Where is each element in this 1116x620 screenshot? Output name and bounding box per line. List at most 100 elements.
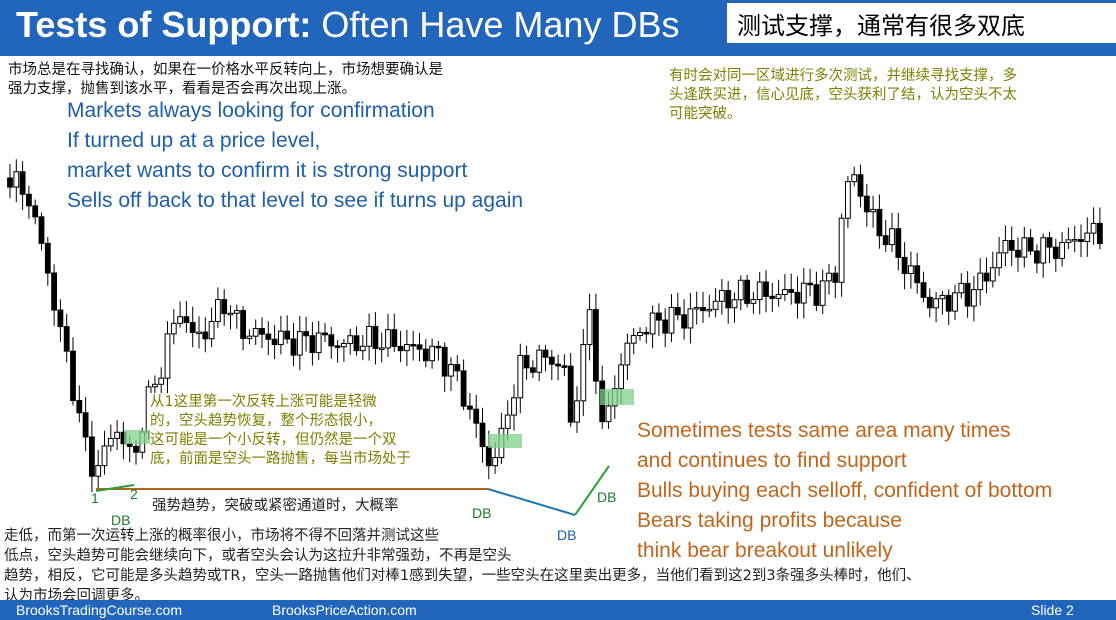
bull-candle bbox=[341, 342, 347, 348]
bull-candle bbox=[719, 289, 725, 302]
bull-candle bbox=[693, 306, 700, 310]
bull-candle bbox=[1059, 242, 1065, 259]
bull-candle bbox=[385, 329, 391, 349]
bear-candle bbox=[372, 325, 379, 349]
note-line: 可能突破。 bbox=[669, 106, 742, 122]
bear-candle bbox=[530, 367, 536, 373]
note-line: 底，前面是空头一路抛售，每当市场处于 bbox=[150, 451, 411, 467]
bull-candle bbox=[13, 171, 20, 188]
bear-candle bbox=[926, 296, 933, 309]
bull-candle bbox=[687, 308, 694, 329]
candlestick-series bbox=[7, 159, 1103, 493]
bull-candle bbox=[624, 342, 631, 366]
bear-candle bbox=[794, 291, 801, 304]
db-label-1: DB bbox=[111, 512, 131, 528]
note-top-right-cn: 有时会对同一区域进行多次测试，并继续寻找支撑，多 头逢跌买进，信心见底，空头获利… bbox=[669, 67, 1017, 124]
bear-candle bbox=[322, 332, 328, 336]
bull-candle bbox=[649, 312, 656, 335]
footer-left-link[interactable]: BrooksTradingCourse.com bbox=[16, 602, 182, 618]
note-line: 这可能是一个小反转，但仍然是一个双 bbox=[150, 432, 397, 448]
bear-candle bbox=[567, 365, 574, 423]
bull-candle bbox=[347, 335, 354, 344]
bear-candle bbox=[189, 322, 196, 333]
note-line: 低点，空头趋势可能会继续向下，或者空头会认为这拉升非常强劲，不再是空头 bbox=[4, 548, 512, 564]
note-line: 从1这里第一次反转上涨可能是轻微 bbox=[150, 394, 377, 410]
bull-candle bbox=[492, 457, 499, 467]
db-label-2: DB bbox=[472, 505, 492, 521]
bull-candle bbox=[580, 344, 587, 402]
bull-candle bbox=[1090, 222, 1097, 234]
bear-candle bbox=[548, 356, 555, 365]
bull-candle bbox=[107, 437, 114, 447]
bull-candle bbox=[637, 331, 643, 337]
bear-candle bbox=[643, 331, 650, 335]
bull-candle bbox=[114, 431, 120, 439]
bear-candle bbox=[435, 345, 442, 349]
bear-candle bbox=[901, 256, 908, 275]
bear-candle bbox=[473, 408, 480, 424]
bear-candle bbox=[857, 174, 864, 197]
bear-candle bbox=[983, 272, 990, 282]
bull-candle bbox=[227, 312, 234, 316]
bull-candle bbox=[404, 344, 410, 352]
bull-candle bbox=[933, 298, 940, 309]
bear-candle bbox=[681, 314, 688, 329]
bull-candle bbox=[958, 282, 965, 294]
note-top-left-cn: 市场总是在寻找确认，如果在一价格水平反转向上，市场想要确认是 强力支撑，抛售到该… bbox=[8, 61, 443, 99]
bull-candle bbox=[826, 272, 832, 282]
bear-candle bbox=[725, 289, 732, 309]
support-zone-1 bbox=[124, 430, 156, 444]
bear-candle bbox=[89, 436, 95, 477]
bull-candle bbox=[208, 320, 215, 340]
bull-candle bbox=[851, 174, 858, 183]
note-line: 走低，而第一次运转上涨的概率很小，市场将不得不回落并测试这些 bbox=[4, 528, 439, 544]
bull-candle bbox=[870, 208, 877, 213]
bull-candle bbox=[315, 332, 322, 354]
note-line: 市场总是在寻找确认，如果在一价格水平反转向上，市场想要确认是 bbox=[8, 62, 443, 78]
bull-candle bbox=[971, 289, 977, 307]
bull-candle bbox=[838, 217, 845, 283]
bull-candle bbox=[366, 325, 373, 347]
bear-candle bbox=[813, 284, 820, 306]
bear-candle bbox=[441, 346, 448, 377]
bear-candle bbox=[328, 334, 335, 347]
note-line: Bears taking profits because bbox=[637, 509, 902, 532]
support-zone-3 bbox=[600, 389, 634, 405]
note-line: Markets always looking for confirmation bbox=[67, 99, 435, 122]
bull-candle bbox=[706, 308, 713, 312]
bull-candle bbox=[618, 364, 625, 390]
bear-candle bbox=[662, 319, 669, 334]
bear-candle bbox=[422, 348, 429, 362]
bear-candle bbox=[57, 309, 64, 328]
bear-candle bbox=[485, 446, 492, 467]
bear-candle bbox=[460, 370, 467, 407]
bear-candle bbox=[1052, 246, 1059, 259]
bull-candle bbox=[1065, 239, 1072, 244]
bull-candle bbox=[737, 279, 744, 301]
bull-candle bbox=[164, 333, 171, 379]
bear-candle bbox=[32, 205, 39, 218]
bear-candle bbox=[945, 294, 952, 312]
bull-candle bbox=[448, 363, 454, 377]
bear-candle bbox=[259, 327, 265, 335]
note-line: Sells off back to that level to see if t… bbox=[67, 189, 524, 212]
bull-candle bbox=[908, 265, 914, 275]
bear-candle bbox=[523, 354, 530, 369]
bear-candle bbox=[1078, 239, 1084, 242]
bear-candle bbox=[700, 306, 706, 312]
note-line: 的，空头趋势恢复，整个形态很小， bbox=[150, 413, 382, 429]
bear-candle bbox=[19, 171, 26, 195]
bear-candle bbox=[271, 338, 278, 346]
bear-candle bbox=[82, 412, 89, 438]
footer-center-link[interactable]: BrooksPriceAction.com bbox=[272, 602, 417, 618]
bear-candle bbox=[744, 279, 751, 304]
bull-candle bbox=[668, 306, 675, 334]
bear-candle bbox=[674, 306, 681, 316]
bull-candle bbox=[605, 405, 612, 423]
bear-candle bbox=[183, 316, 190, 324]
bear-candle bbox=[467, 405, 473, 410]
bear-candle bbox=[7, 177, 13, 188]
note-line: 头逢跌买进，信心见底，空头获利了结，认为空头不太 bbox=[669, 87, 1017, 103]
bull-candle bbox=[756, 281, 763, 301]
note-line: 有时会对同一区域进行多次测试，并继续寻找支撑，多 bbox=[669, 68, 1017, 84]
